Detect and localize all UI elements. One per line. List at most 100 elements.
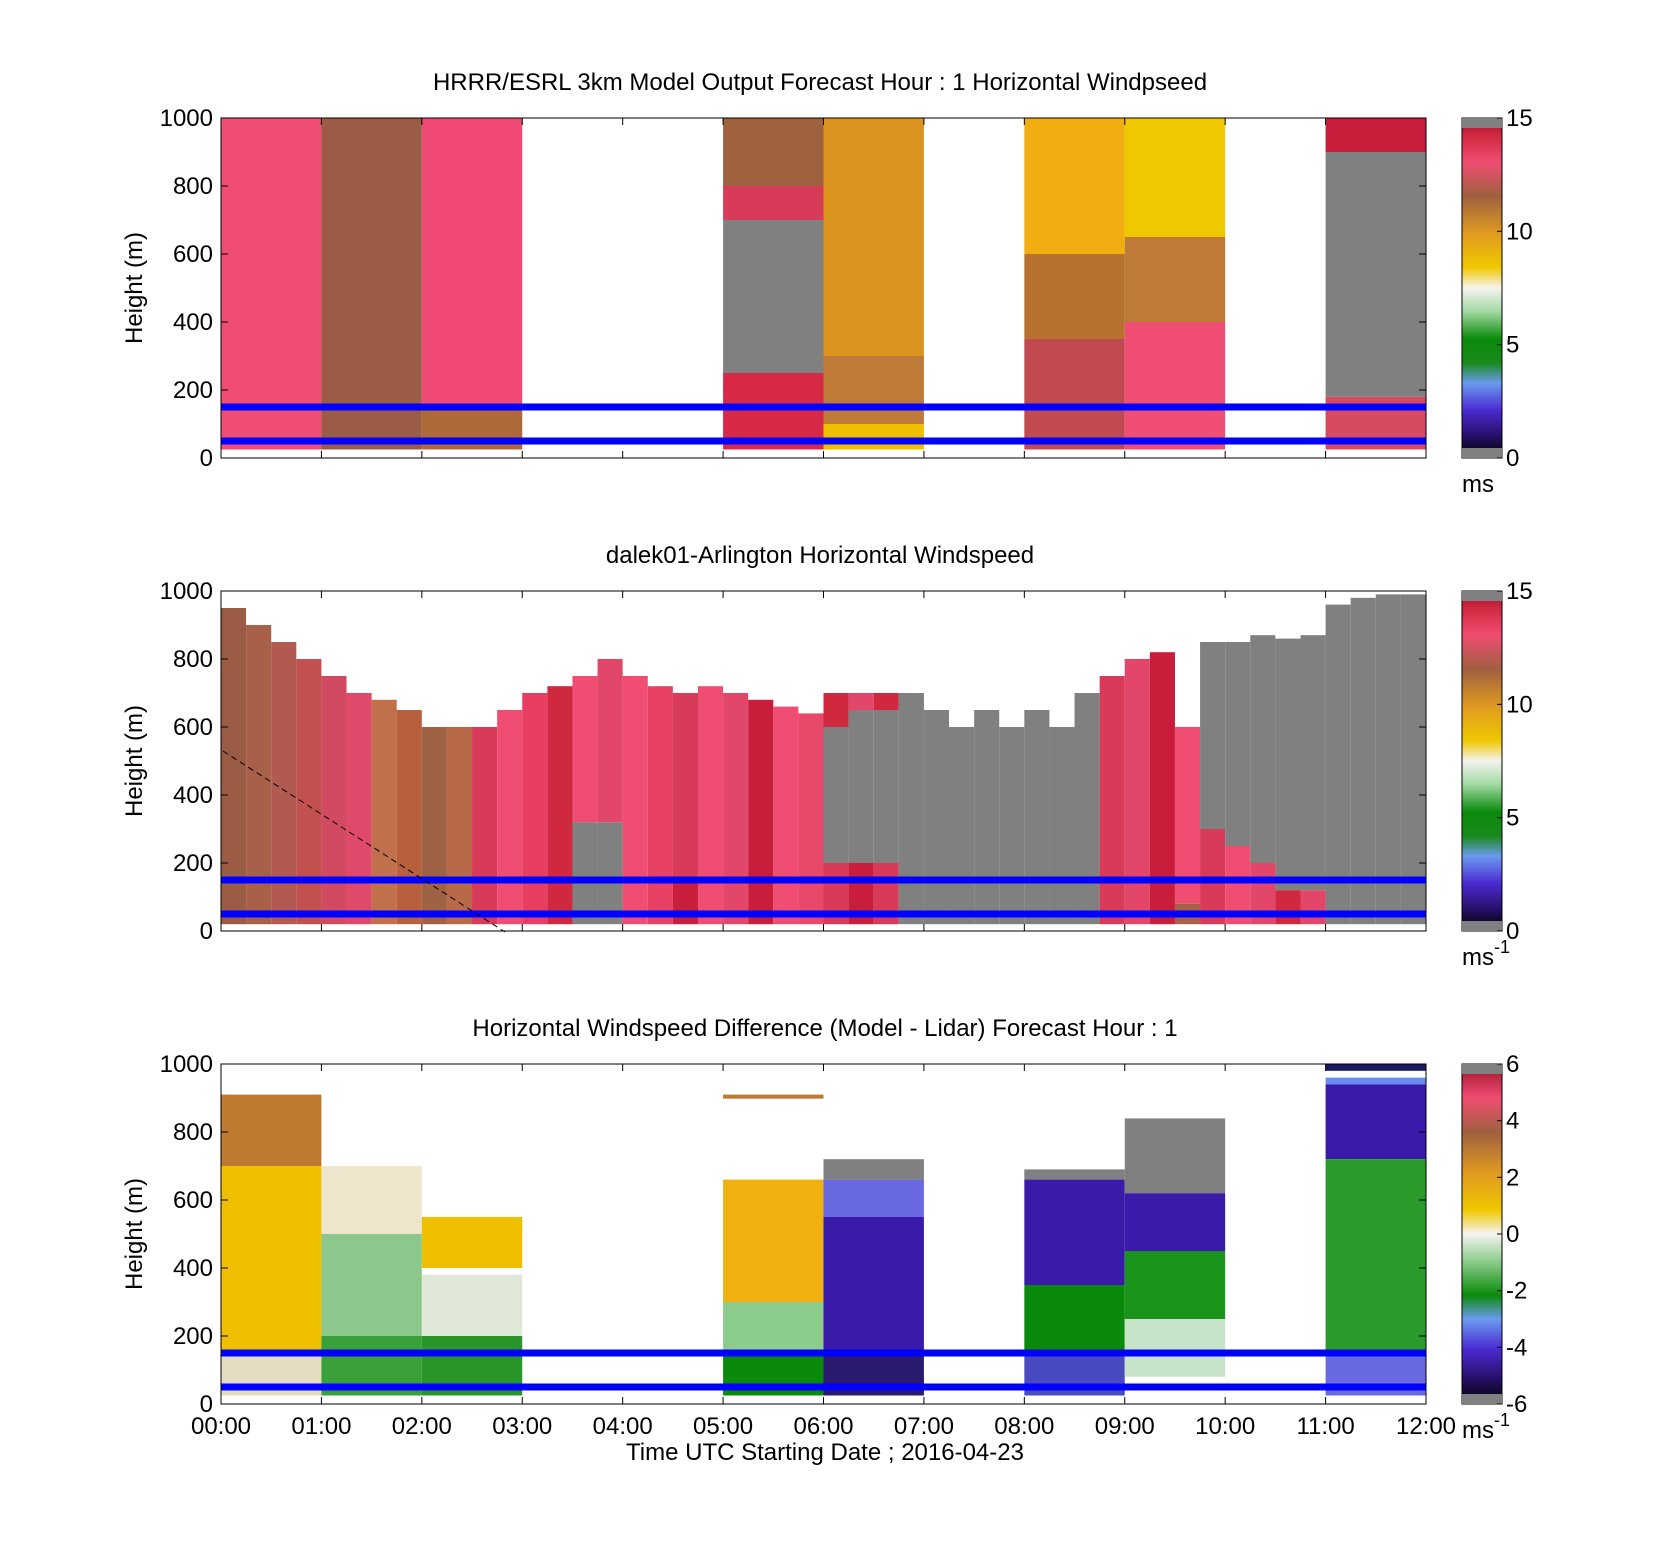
heatmap-cell (974, 710, 1000, 925)
heatmap-cell (221, 608, 247, 925)
y-tick-label: 600 (173, 1187, 213, 1214)
x-axis-ticks (220, 1064, 1427, 1404)
heatmap-cell (848, 710, 874, 863)
heatmap-cell (1325, 604, 1351, 925)
heatmap-cell (1024, 1179, 1125, 1285)
y-tick-label: 800 (173, 1119, 213, 1146)
heatmap-cell (1124, 322, 1226, 450)
heatmap-cell (221, 1094, 322, 1166)
heatmap-cell (421, 727, 447, 925)
unit-exponent: -1 (1494, 1410, 1510, 1430)
panel-title: Horizontal Windspeed Difference (Model -… (472, 1015, 1177, 1042)
heatmap-cell (1275, 890, 1301, 925)
colorbar-tick-label: -4 (1506, 1334, 1527, 1361)
x-axis-label: Time UTC Starting Date ; 2016-04-23 (626, 1439, 1024, 1466)
y-tick-label: 800 (173, 646, 213, 673)
heatmap-cell (497, 710, 523, 925)
heatmap-cell (1174, 727, 1201, 904)
colorbar-end-cap (1462, 118, 1502, 128)
heatmap-cell (898, 693, 924, 925)
y-tick-label: 600 (173, 714, 213, 741)
heatmap-cell (472, 727, 498, 925)
heatmap-cell (346, 693, 372, 925)
y-tick-label: 400 (173, 782, 213, 809)
heatmap-cell (723, 373, 824, 450)
heatmap-cell (723, 220, 824, 373)
heatmap-cell (572, 676, 598, 823)
heatmap-cell (1124, 659, 1150, 925)
colorbar-tick-label: 4 (1506, 1108, 1519, 1135)
heatmap-cell (1124, 237, 1226, 322)
heatmap-cell (823, 1217, 924, 1353)
heatmap-cell (773, 706, 799, 925)
heatmap-cell (1325, 152, 1426, 397)
x-tick-label: 02:00 (392, 1413, 452, 1440)
colorbar-tick-label: -6 (1506, 1391, 1527, 1418)
colorbar-unit-label: ms (1462, 471, 1494, 498)
heatmap-cell (597, 822, 623, 925)
colorbar-tick-label: -2 (1506, 1278, 1527, 1305)
x-tick-label: 04:00 (593, 1413, 653, 1440)
heatmap-cell (1024, 339, 1125, 450)
heatmap-cell (748, 699, 774, 925)
y-axis-label: Height (m) (121, 232, 148, 344)
heatmap-cell (723, 186, 824, 220)
panel-title: dalek01-Arlington Horizontal Windspeed (606, 542, 1034, 569)
lidar-heatmap-area (221, 594, 1426, 925)
heatmap-cell (823, 1159, 924, 1180)
heatmap-cell (848, 693, 874, 710)
heatmap-cell (823, 356, 924, 424)
heatmap-cell (321, 1166, 422, 1234)
colorbar-tick-label: 15 (1506, 105, 1533, 132)
x-axis-ticks (220, 591, 1427, 931)
heatmap-cell (1250, 635, 1276, 863)
heatmap-cell (1124, 1193, 1226, 1251)
unit-exponent: -1 (1494, 937, 1510, 957)
heatmap-cell (421, 1217, 523, 1268)
heatmap-cell (1325, 1077, 1426, 1085)
heatmap-cell (1325, 1084, 1426, 1160)
heatmap-cell (1300, 635, 1326, 891)
heatmap-cell (321, 118, 422, 450)
heatmap-cell (1024, 1169, 1125, 1180)
y-tick-label: 0 (200, 1391, 213, 1418)
colorbar-tick-label: 5 (1506, 805, 1519, 832)
heatmap-cell (221, 1166, 322, 1353)
heatmap-cell (1124, 1251, 1226, 1319)
y-axis-label: Height (m) (121, 1178, 148, 1290)
heatmap-cell (697, 686, 724, 925)
y-tick-label: 400 (173, 309, 213, 336)
y-tick-label: 200 (173, 377, 213, 404)
colorbar-end-cap (1462, 1394, 1502, 1404)
difference-heatmap-area (221, 1064, 1426, 1396)
colorbar-gradient (1461, 1063, 1503, 1405)
x-tick-labels: 00:00 01:00 02:00 03:00 04:00 05:00 06:00 07:00… (191, 1413, 1456, 1440)
heatmap-cell (672, 880, 698, 925)
x-tick-label: 00:00 (191, 1413, 251, 1440)
x-tick-label: 01:00 (291, 1413, 351, 1440)
heatmap-cell (823, 424, 924, 450)
panel-title: HRRR/ESRL 3km Model Output Forecast Hour… (433, 69, 1207, 96)
heatmap-cell (1024, 254, 1125, 339)
heatmap-cell (1350, 597, 1376, 925)
heatmap-cell (1200, 642, 1226, 829)
y-tick-label: 1000 (160, 105, 213, 132)
colorbar-unit-label: ms-1 (1462, 937, 1510, 971)
heatmap-cell (321, 676, 347, 925)
x-tick-label: 06:00 (793, 1413, 853, 1440)
heatmap-cell (823, 118, 924, 356)
heatmap-cell (1124, 1319, 1226, 1377)
heatmap-cell (1024, 118, 1125, 254)
heatmap-cell (421, 1274, 523, 1336)
heatmap-cell (647, 686, 673, 925)
heatmap-cell (999, 727, 1025, 925)
y-tick-label: 0 (200, 445, 213, 472)
colorbar-end-cap (1462, 921, 1502, 931)
heatmap-cell (597, 659, 623, 823)
difference-panel: Horizontal Windspeed Difference (Model -… (121, 1015, 1527, 1444)
heatmap-cell (873, 693, 899, 710)
windspeed-colorbar: 0 5 10 15 ms-1 (1461, 578, 1533, 971)
colorbar-tick-label: 0 (1506, 1221, 1519, 1248)
heatmap-cell (1325, 1064, 1426, 1071)
y-axis-ticks: 0 200 400 600 800 1000 (160, 578, 1426, 945)
